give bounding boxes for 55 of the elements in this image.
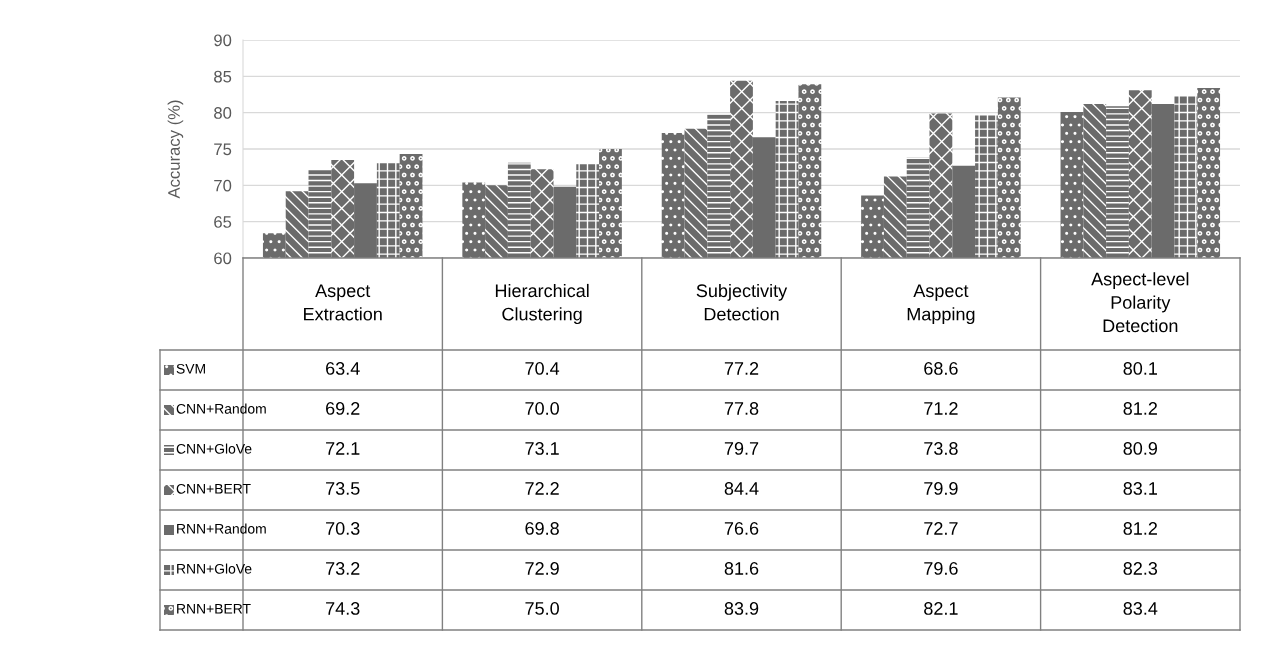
x-tick-label: Aspect Extraction xyxy=(304,284,382,321)
data-label: 77.2 xyxy=(724,362,759,375)
data-label: 72.9 xyxy=(525,562,559,575)
data-label: 70.3 xyxy=(326,522,360,535)
legend-label: CNN+BERT xyxy=(176,483,251,494)
x-tick-label: Subjectivity Detection xyxy=(696,283,788,321)
data-label: 75.0 xyxy=(525,602,559,615)
legend-label: SVM xyxy=(176,363,205,374)
data-label: 73.8 xyxy=(924,442,958,455)
data-label: 84.4 xyxy=(724,482,759,495)
data-label: 79.7 xyxy=(724,442,759,455)
data-label: 73.2 xyxy=(326,562,360,575)
data-label: 80.9 xyxy=(1123,442,1158,455)
data-label: 70.4 xyxy=(525,362,560,375)
data-label: 68.6 xyxy=(924,362,958,375)
data-label: 82.1 xyxy=(924,602,958,615)
x-tick-label: Aspect-level Polarity Detection xyxy=(1091,272,1189,333)
data-label: 83.4 xyxy=(1123,602,1158,615)
data-label: 82.3 xyxy=(1123,562,1158,575)
data-label: 71.2 xyxy=(924,402,958,415)
data-label: 72.7 xyxy=(924,522,958,535)
data-label: 80.1 xyxy=(1123,362,1157,375)
data-label: 81.2 xyxy=(1123,522,1157,535)
data-label: 77.8 xyxy=(724,402,759,415)
legend-label: CNN+GloVe xyxy=(176,443,252,454)
data-label: 72.2 xyxy=(525,482,559,495)
y-tick-label: 85 xyxy=(214,70,232,83)
x-tick-label: Aspect Mapping xyxy=(907,284,975,325)
data-label: 83.1 xyxy=(1123,482,1157,495)
data-label: 81.6 xyxy=(724,562,759,575)
data-label: 73.5 xyxy=(326,482,360,495)
y-tick-label: 60 xyxy=(214,252,232,265)
data-label: 79.6 xyxy=(924,562,958,575)
legend-label: RNN+Random xyxy=(177,523,266,534)
y-tick-label: 70 xyxy=(214,179,232,192)
data-label: 83.9 xyxy=(724,602,759,615)
legend-label: RNN+GloVe xyxy=(177,563,252,574)
legend-label: CNN+Random xyxy=(176,403,266,414)
x-tick-label: Hierarchical Clustering xyxy=(495,283,589,325)
data-label: 69.2 xyxy=(326,402,360,415)
data-label: 79.9 xyxy=(924,482,958,495)
y-tick-label: 75 xyxy=(214,143,232,156)
data-label: 81.2 xyxy=(1123,402,1157,415)
y-tick-label: 80 xyxy=(214,107,232,119)
y-tick-label: 90 xyxy=(214,34,232,47)
data-label: 73.1 xyxy=(525,442,559,455)
legend-label: RNN+BERT xyxy=(177,604,251,614)
data-label: 74.3 xyxy=(326,602,360,615)
y-tick-label: 65 xyxy=(214,216,232,228)
data-label: 76.6 xyxy=(724,522,759,535)
data-label: 63.4 xyxy=(326,362,360,375)
data-label: 72.1 xyxy=(326,442,360,455)
data-label: 69.8 xyxy=(525,522,559,535)
y-axis-title: Accuracy (%) xyxy=(167,100,184,199)
data-label: 70.0 xyxy=(525,402,559,415)
